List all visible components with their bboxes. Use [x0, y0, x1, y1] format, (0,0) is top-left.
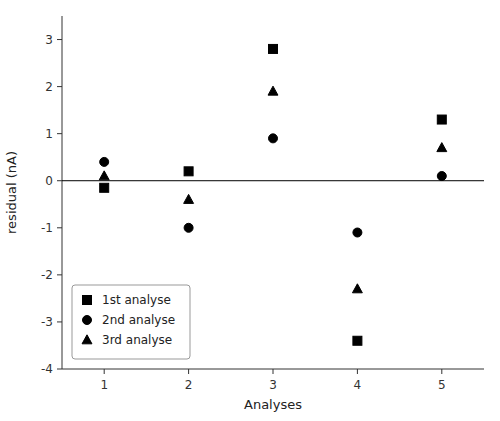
- x-tick: [357, 369, 358, 374]
- point: [437, 172, 446, 181]
- series: [99, 86, 447, 293]
- x-tick: [188, 369, 189, 374]
- y-tick: [57, 39, 62, 40]
- point: [352, 284, 362, 293]
- chart: 1 2 3 4 5 -4 -3 -2 -1 0 1 2 3 Analyses residual (nA) 1s…: [0, 0, 500, 421]
- legend-label: 3rd analyse: [102, 333, 172, 347]
- legend: 1st analyse 2nd analyse 3rd analyse: [72, 285, 190, 359]
- plot-area: [62, 44, 484, 345]
- point: [99, 171, 109, 180]
- legend-marker: [83, 316, 92, 325]
- y-tick: [57, 274, 62, 275]
- point: [353, 228, 362, 237]
- x-tick-label: 3: [269, 378, 277, 392]
- y-tick: [57, 180, 62, 181]
- x-tick: [441, 369, 442, 374]
- y-tick-label: 2: [45, 80, 53, 94]
- zero-line: [62, 180, 484, 181]
- x-tick: [104, 369, 105, 374]
- y-tick: [57, 227, 62, 228]
- x-tick: [273, 369, 274, 374]
- legend-box: [72, 285, 190, 359]
- point: [353, 336, 362, 345]
- x-axis-label: Analyses: [244, 397, 302, 412]
- point: [184, 194, 194, 203]
- point: [269, 44, 278, 53]
- y-tick: [57, 86, 62, 87]
- y-tick-label: -3: [41, 315, 53, 329]
- series: [100, 134, 447, 237]
- y-axis-line: [62, 16, 63, 369]
- point: [184, 167, 193, 176]
- x-tick-label: 5: [438, 378, 446, 392]
- y-tick-label: -1: [41, 221, 53, 235]
- point: [437, 115, 446, 124]
- point: [268, 86, 278, 95]
- point: [184, 223, 193, 232]
- x-tick-label: 1: [100, 378, 108, 392]
- y-tick: [57, 369, 62, 370]
- point: [269, 134, 278, 143]
- y-tick-label: -2: [41, 268, 53, 282]
- y-tick-label: -4: [41, 362, 53, 376]
- legend-label: 1st analyse: [102, 293, 171, 307]
- x-tick-label: 2: [185, 378, 193, 392]
- series: [100, 44, 447, 345]
- point: [100, 157, 109, 166]
- x-tick-label: 4: [354, 378, 362, 392]
- legend-label: 2nd analyse: [102, 313, 175, 327]
- y-tick-label: 3: [45, 33, 53, 47]
- y-tick: [57, 133, 62, 134]
- legend-marker: [83, 296, 92, 305]
- y-tick: [57, 321, 62, 322]
- legend-marker: [82, 335, 92, 344]
- y-axis-label: residual (nA): [4, 151, 19, 234]
- point: [437, 143, 447, 152]
- y-tick-label: 0: [45, 174, 53, 188]
- point: [100, 183, 109, 192]
- y-tick-label: 1: [45, 127, 53, 141]
